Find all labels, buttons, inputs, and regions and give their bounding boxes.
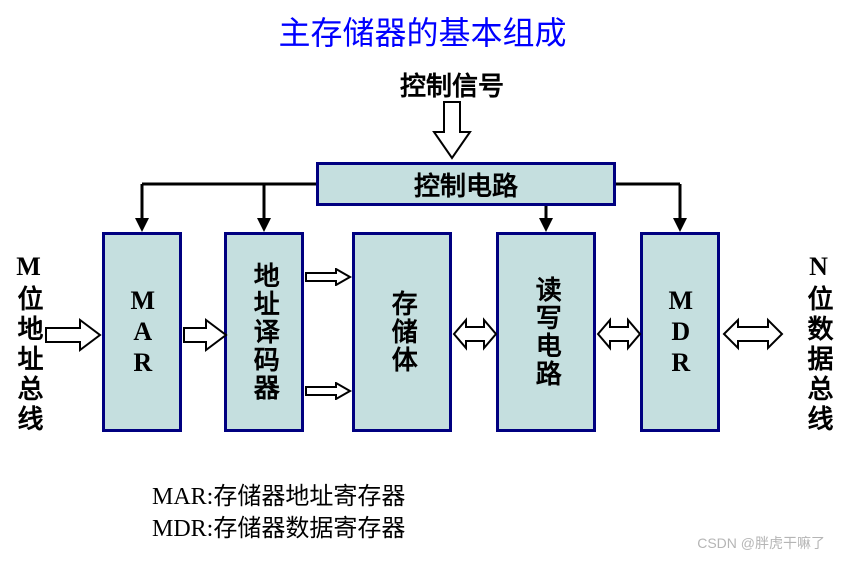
arrow-right-icon — [44, 318, 102, 352]
arrow-right-icon — [182, 318, 228, 352]
control-lines — [0, 0, 845, 571]
arrow-right-thin-icon — [304, 382, 352, 400]
arrow-double-icon — [452, 316, 498, 352]
arrow-right-thin-icon — [304, 268, 352, 286]
arrow-double-icon — [722, 316, 784, 352]
arrow-double-icon — [596, 316, 642, 352]
legend-mdr: MDR:存储器数据寄存器 — [152, 514, 405, 545]
legend-mar: MAR:存储器地址寄存器 — [152, 482, 405, 513]
watermark: CSDN @胖虎干嘛了 — [697, 533, 825, 553]
